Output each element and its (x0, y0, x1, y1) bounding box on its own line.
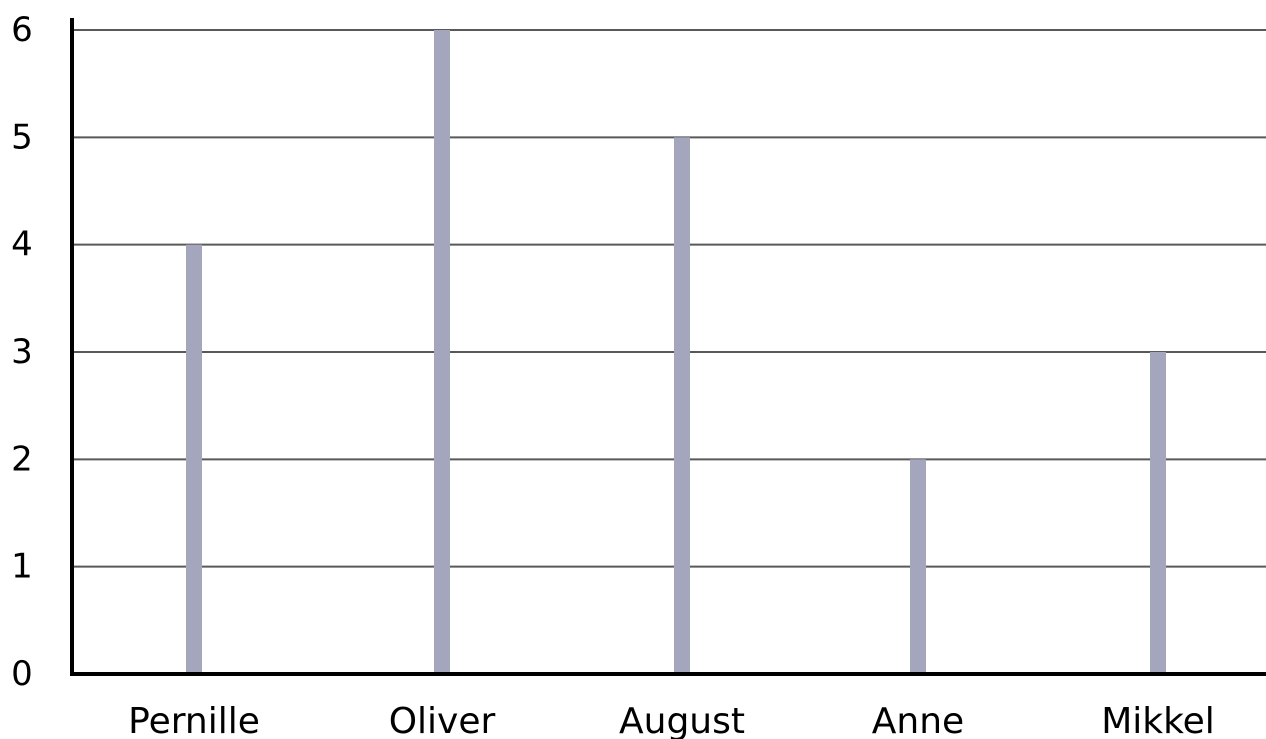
y-tick-label: 3 (11, 332, 33, 372)
bar-anne (910, 459, 926, 674)
bar-august (674, 137, 690, 675)
y-tick-label: 4 (11, 225, 33, 265)
gridlines (72, 29, 1266, 568)
x-category-labels: Pernille Oliver August Anne Mikkel (128, 701, 1215, 739)
y-tick-label: 5 (11, 117, 33, 157)
x-category-label: Pernille (128, 701, 260, 739)
y-tick-label: 6 (11, 10, 33, 50)
bar-pernille (186, 244, 202, 674)
y-tick-label: 1 (11, 547, 33, 587)
y-tick-label: 0 (11, 654, 33, 694)
y-tick-label: 2 (11, 439, 33, 479)
x-category-label: Anne (872, 701, 964, 739)
x-category-label: Oliver (389, 701, 496, 739)
x-category-label: Mikkel (1101, 701, 1215, 739)
axes (70, 18, 1266, 676)
bar-oliver (434, 30, 450, 674)
y-tick-labels: 0 1 2 3 4 5 6 (11, 10, 33, 694)
bar-mikkel (1150, 352, 1166, 674)
bars (186, 30, 1166, 675)
x-category-label: August (619, 701, 745, 739)
